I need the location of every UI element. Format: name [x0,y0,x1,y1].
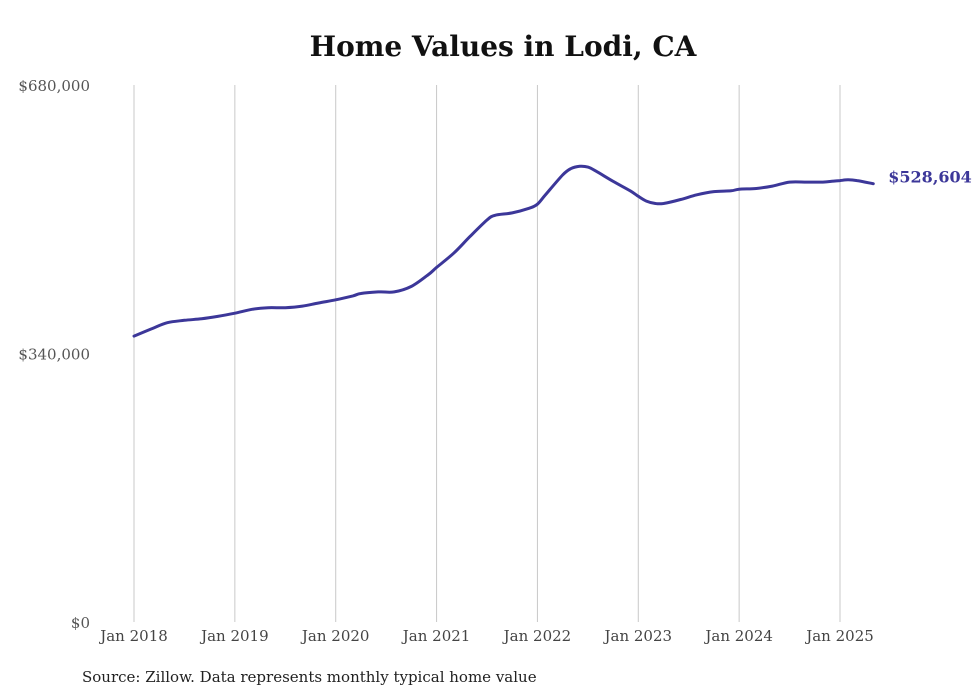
x-tick-label: Jan 2025 [804,627,874,645]
y-tick-label: $680,000 [18,77,90,95]
line-chart: $0$340,000$680,000 Jan 2018 Jan 2019 Jan 2… [18,77,972,645]
source-note: Source: Zillow. Data represents monthly … [82,668,537,686]
x-tick-label: Jan 2018 [98,627,168,645]
y-axis-ticks: $0 $340,000 $680,000 [18,77,90,632]
x-tick-label: Jan 2023 [603,627,673,645]
x-tick-label: Jan 2020 [300,627,370,645]
x-tick-label: Jan 2019 [199,627,269,645]
chart-title: Home Values in Lodi, CA [309,30,697,63]
x-tick-label: Jan 2022 [502,627,572,645]
y-tick-label: $0 [71,614,90,632]
gridlines [133,85,841,622]
end-value-label: $528,604 [888,168,972,187]
y-tick-label: $340,000 [18,346,90,364]
x-axis-ticks: Jan 2018 Jan 2019 Jan 2020 Jan 2021 Jan 2022… [98,627,874,645]
x-tick-label: Jan 2021 [401,627,471,645]
home-value-line [132,164,875,338]
x-tick-label: Jan 2024 [703,627,773,645]
